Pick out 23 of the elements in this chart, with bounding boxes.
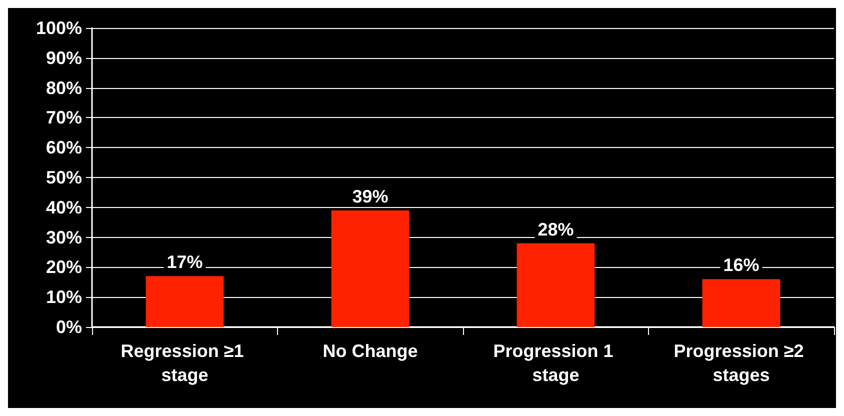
data-label: 39% bbox=[352, 186, 388, 206]
x-tick-label: Progression ≥2 stages bbox=[674, 341, 809, 385]
y-tick-label: 90% bbox=[46, 48, 82, 68]
x-tick-label: Progression 1 stage bbox=[493, 341, 618, 385]
bar bbox=[516, 243, 595, 327]
y-tick-label: 70% bbox=[46, 108, 82, 128]
data-label: 28% bbox=[538, 219, 574, 240]
bar bbox=[702, 279, 780, 327]
y-tick-label: 80% bbox=[46, 78, 82, 98]
bar bbox=[146, 276, 224, 327]
bar bbox=[331, 210, 410, 327]
y-tick-label: 30% bbox=[46, 227, 82, 248]
y-tick-label: 10% bbox=[46, 287, 82, 308]
y-tick-label: 50% bbox=[46, 168, 82, 188]
y-tick-label: 40% bbox=[46, 197, 82, 218]
y-tick-label: 100% bbox=[36, 18, 82, 38]
y-tick-label: 20% bbox=[46, 257, 82, 278]
y-tick-label: 0% bbox=[56, 317, 82, 337]
data-label: 16% bbox=[723, 255, 760, 276]
x-tick-label: Regression ≥1 stage bbox=[120, 341, 249, 385]
data-label: 17% bbox=[166, 252, 203, 272]
x-tick-label: No Change bbox=[322, 341, 418, 361]
y-tick-label: 60% bbox=[46, 138, 82, 158]
